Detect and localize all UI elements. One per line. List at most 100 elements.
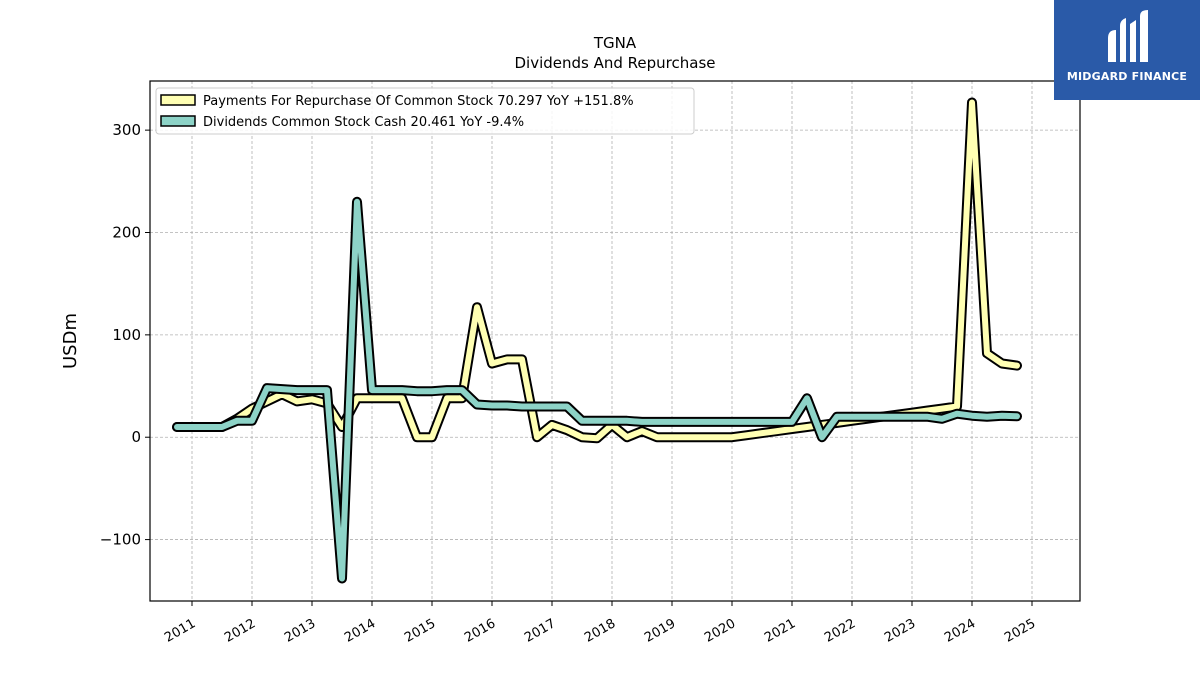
- data-point-0: [684, 434, 690, 440]
- data-point-0: [384, 395, 390, 401]
- data-point-1: [519, 404, 525, 409]
- legend: Payments For Repurchase Of Common Stock …: [155, 87, 695, 135]
- data-point-0: [504, 356, 510, 362]
- y-axis-label: USDm: [60, 313, 81, 369]
- x-tick-label: 2012: [222, 616, 258, 646]
- data-point-1: [309, 387, 315, 393]
- data-point-1: [864, 414, 870, 420]
- chart-title: TGNA: [593, 34, 637, 52]
- data-point-1: [354, 199, 360, 205]
- x-axis: 2011 2012 2013 2014 2015 2016 2017 2018 2019 2020…: [162, 601, 1038, 646]
- data-point-1: [264, 385, 270, 391]
- data-point-1: [279, 386, 285, 392]
- x-tick-label: 2021: [762, 616, 798, 646]
- data-point-1: [234, 418, 240, 424]
- data-point-0: [294, 398, 300, 404]
- grid: [150, 81, 1080, 601]
- data-point-1: [1014, 413, 1020, 419]
- data-point-1: [684, 419, 690, 425]
- data-point-1: [174, 424, 180, 430]
- data-point-0: [429, 434, 435, 440]
- data-point-0: [984, 350, 990, 356]
- series-layer: [172, 97, 1022, 584]
- data-point-1: [384, 387, 390, 393]
- data-point-1: [954, 411, 960, 417]
- data-point-1: [219, 424, 225, 430]
- data-point-0: [594, 435, 600, 441]
- y-tick-label: 100: [112, 326, 141, 344]
- data-point-0: [699, 434, 705, 440]
- data-point-0: [759, 430, 765, 436]
- data-point-0: [564, 427, 570, 433]
- brand-mark-icon: [1108, 10, 1148, 62]
- data-point-1: [489, 403, 495, 408]
- data-point-1: [744, 419, 750, 425]
- data-point-1: [504, 403, 510, 408]
- data-point-1: [819, 434, 825, 440]
- data-point-1: [609, 418, 615, 424]
- data-point-1: [774, 419, 780, 425]
- legend-swatch-dividends: [160, 115, 196, 127]
- data-point-1: [939, 416, 945, 422]
- data-point-1: [564, 404, 570, 409]
- x-tick-label: 2015: [402, 616, 438, 646]
- data-point-0: [414, 434, 420, 440]
- x-tick-label: 2020: [702, 616, 738, 646]
- legend-box: [155, 87, 695, 135]
- data-point-0: [729, 434, 735, 440]
- x-tick-label: 2023: [882, 616, 918, 646]
- data-point-1: [924, 414, 930, 420]
- y-tick-label: 300: [112, 121, 141, 139]
- data-point-1: [189, 424, 195, 430]
- data-point-1: [759, 419, 765, 425]
- data-point-1: [549, 404, 555, 409]
- data-point-0: [954, 404, 960, 409]
- data-point-1: [579, 418, 585, 424]
- data-point-1: [534, 404, 540, 409]
- brand-logo: MIDGARD FINANCE: [1054, 0, 1200, 100]
- data-point-1: [339, 576, 345, 581]
- x-tick-label: 2022: [822, 616, 858, 646]
- data-point-1: [999, 413, 1005, 419]
- data-point-1: [249, 418, 255, 424]
- x-tick-label: 2019: [642, 616, 678, 646]
- x-tick-label: 2014: [342, 616, 378, 646]
- data-point-0: [639, 428, 645, 434]
- data-point-0: [999, 361, 1005, 366]
- data-point-1: [459, 387, 465, 393]
- data-point-1: [804, 395, 810, 401]
- data-point-1: [984, 414, 990, 420]
- data-point-1: [444, 387, 450, 393]
- x-tick-label: 2011: [162, 616, 198, 646]
- data-point-1: [204, 424, 210, 430]
- data-point-1: [474, 402, 480, 407]
- x-tick-label: 2016: [462, 616, 498, 646]
- data-point-1: [699, 419, 705, 425]
- y-tick-label: 200: [112, 223, 141, 241]
- data-point-1: [729, 419, 735, 425]
- data-point-0: [714, 434, 720, 440]
- data-point-0: [534, 434, 540, 440]
- data-point-0: [789, 426, 795, 432]
- data-point-1: [909, 414, 915, 420]
- data-point-1: [294, 387, 300, 393]
- data-point-0: [309, 396, 315, 402]
- data-point-1: [429, 388, 435, 394]
- y-tick-label: 0: [131, 428, 141, 446]
- data-point-1: [834, 414, 840, 420]
- series-line-1: [174, 198, 1020, 582]
- data-point-1: [324, 387, 330, 393]
- data-point-1: [414, 388, 420, 394]
- plot-frame: [149, 80, 1081, 602]
- y-tick-label: −100: [100, 531, 141, 549]
- data-point-0: [744, 432, 750, 438]
- x-tick-label: 2025: [1002, 616, 1038, 646]
- legend-swatch-repurchase: [160, 94, 196, 106]
- data-point-1: [639, 419, 645, 425]
- legend-label-dividends: Dividends Common Stock Cash 20.461 YoY -…: [203, 115, 524, 130]
- data-point-0: [444, 395, 450, 401]
- brand-name: MIDGARD FINANCE: [1066, 70, 1188, 83]
- data-point-0: [1014, 363, 1020, 369]
- chart-subtitle: Dividends And Repurchase: [514, 54, 715, 72]
